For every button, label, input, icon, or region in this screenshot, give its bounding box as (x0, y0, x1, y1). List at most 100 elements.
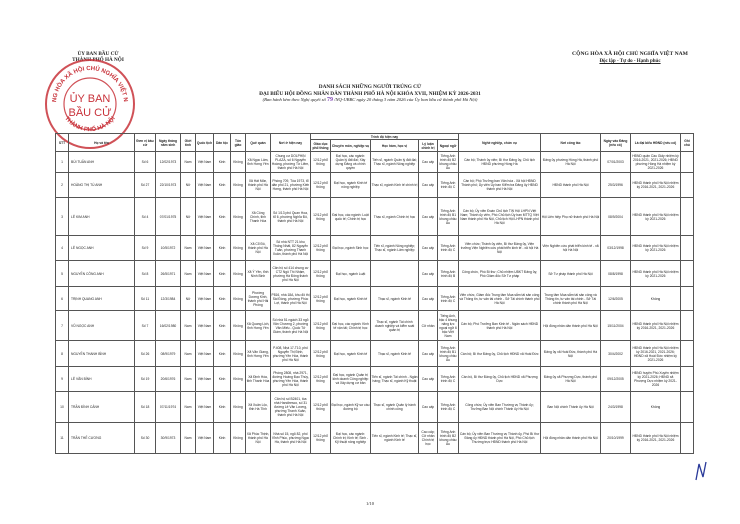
national-header: CỘNG HÒA XÃ HỘI CHỦ NGHĨA VIỆT NAM Độc l… (560, 51, 700, 65)
cell-political-theory: Cử nhân (418, 310, 438, 341)
cell-nationality: Việt Nam (195, 172, 214, 198)
cell-academic-degree: Thạc sĩ, ngành Kinh tế (370, 286, 419, 311)
cell-occupation-position: Viên chức, Giám đốc Trung tâm Mua sắm tà… (458, 286, 541, 311)
cell-delegate-history: HĐND thành phố Hà Nội nhiệm kỳ 2021-2026 (630, 260, 681, 287)
cell-note (680, 391, 694, 423)
cell-general-education: 12/12 phổ thông (310, 172, 331, 198)
cell-full-name: LÊ VĂN BÌNH (68, 366, 135, 392)
cell-stt: 7 (55, 310, 69, 341)
cell-religion: Không (230, 235, 246, 261)
cell-specialty: Đại học, ngành Kinh tế (330, 340, 371, 367)
cell-nationality: Việt Nam (195, 235, 214, 261)
cell-electoral-unit: Số 19 (134, 366, 156, 392)
cell-full-name: BÙI TUẤN ANH (68, 151, 135, 173)
cell-foreign-language: Tiếng Anh trình độ C (437, 286, 459, 311)
cell-nationality: Việt Nam (195, 391, 214, 423)
header-stt: STT (55, 133, 69, 152)
cell-full-name: HOÀNG THỊ TÚ ANH (68, 172, 135, 198)
cell-party-join-date: 12/6/2005 (600, 286, 631, 311)
cell-note (680, 310, 694, 341)
cell-date-of-birth: 20/6/1976 (155, 366, 181, 392)
cell-academic-degree: Tiến sĩ, ngành Nông nghiệp; Thạc sĩ, ngà… (370, 235, 419, 261)
cell-religion: Không (230, 197, 246, 236)
cell-hometown: Xã Ý Yên, tỉnh Ninh Bình (245, 260, 271, 287)
header-occupation: Nghề nghiệp, chức vụ (458, 133, 541, 152)
cell-delegate-history: HĐND thành phố Hà Nội nhiệm kỳ 2016-2021… (630, 310, 681, 341)
cell-date-of-birth: 12/02/1973 (155, 151, 181, 173)
cell-delegate-history: HĐND thành phố Hà Nội nhiệm kỳ 2016-2021… (630, 172, 681, 198)
national-motto: Độc lập - Tự do - Hạnh phúc (599, 59, 661, 64)
cell-residence: P816, nhà 18A, khu đô thị Sài Đồng, phườ… (270, 286, 311, 311)
cell-hometown: Xã Ngọc Lâm, tỉnh Hưng Yên (245, 151, 271, 173)
cell-religion: Không (230, 172, 246, 198)
cell-gender: Nam (180, 422, 196, 454)
cell-gender: Nam (180, 235, 196, 261)
resolution-number: 79 (327, 97, 334, 103)
cell-stt: 11 (55, 422, 69, 454)
cell-general-education: 12/12 phổ thông (310, 391, 331, 423)
cell-specialty: Đại học, ngành Kinh tế nông nghiệp (330, 172, 371, 198)
cell-religion: Không (230, 391, 246, 423)
cell-residence: Số 1/13 phố Quan Hoa, tổ 6, phường Nghĩa… (270, 197, 311, 236)
cell-electoral-unit: Số 26 (134, 340, 156, 367)
cell-stt: 8 (55, 340, 69, 367)
cell-delegate-history: Không (630, 391, 681, 423)
cell-hometown: Xã Định Hòa, tỉnh Thanh Hóa (245, 366, 271, 392)
cell-gender: Nam (180, 340, 196, 367)
header-religion: Tôn giáo (230, 133, 246, 152)
cell-workplace: Hội đồng nhân dân thành phố Hà Nội (540, 422, 601, 454)
cell-foreign-language: Tiếng Anh trình độ B1 khung châu Âu (437, 197, 459, 236)
cell-foreign-language: Tiếng Anh trình độ B2 khung châu Âu (437, 151, 459, 173)
cell-occupation-position: Công chức; Ủy viên Ban Thường vụ Thành ủ… (458, 391, 541, 423)
cell-electoral-unit: Số 30 (134, 422, 156, 454)
cell-workplace: Đảng ủy phường Hồng Hà, thành phố Hà Nội (540, 151, 601, 173)
cell-specialty: Đại học, ngành Sinh học (330, 235, 371, 261)
cell-party-join-date: 30/4/2002 (600, 340, 631, 367)
cell-party-join-date: 08/9/2004 (600, 197, 631, 236)
cell-nationality: Việt Nam (195, 366, 214, 392)
cell-full-name: TRỊNH QUANG ANH (68, 286, 135, 311)
cell-stt: 10 (55, 391, 69, 423)
cell-hometown: Xã Văn Giang, tỉnh Hưng Yên (245, 340, 271, 367)
cell-foreign-language: Tiếng Anh trình độ C (437, 366, 459, 392)
header-party-date: Ngày vào Đảng (nếu có) (600, 133, 631, 152)
table-row: 8 NGUYỄN THANH BÌNH Số 26 08/9/1979 Nam Việt … (55, 340, 694, 367)
header-politics: Lý luận chính trị (418, 139, 438, 152)
header-dob: Ngày tháng năm sinh (155, 133, 181, 152)
cell-occupation-position: Cán bộ; Ủy viên Ban Thường vụ Thành ủy, … (458, 422, 541, 454)
cell-general-education: 12/12 phổ thông (310, 235, 331, 261)
cell-occupation-position: Cán bộ; Phó Trưởng Ban Kinh tế - Ngân sá… (458, 310, 541, 341)
table-row: 7 VŨ NGỌC ANH Số 7 16/02/1980 Nam Việt Nam Kin… (55, 310, 694, 341)
cell-gender: Nữ (180, 172, 196, 198)
cell-general-education: 12/12 phổ thông (310, 310, 331, 341)
cell-academic-degree: Tiến sĩ, ngành Tài chính - Ngân hàng; Th… (370, 366, 419, 392)
header-workplace: Nơi công tác (540, 133, 601, 152)
cell-workplace: Trung tâm Mua sắm tài sản công và Thông … (540, 286, 601, 311)
cell-nationality: Việt Nam (195, 310, 214, 341)
table-row: 11 TRẦN THẾ CƯƠNG Số 30 30/9/1973 Nam Việt Na… (55, 422, 694, 454)
cell-political-theory: Cao cấp (418, 340, 438, 367)
table-row: 9 LÊ VĂN BÌNH Số 19 20/6/1976 Nam Việt Nam Kin… (55, 366, 694, 392)
cell-general-education: 12/12 phổ thông (310, 286, 331, 311)
cell-hometown: Xã Công Chính, tỉnh Thanh Hóa (245, 197, 271, 236)
cell-party-join-date: 03/12/1998 (600, 235, 631, 261)
cell-occupation-position: Cán bộ; Phó Trưởng ban Văn hóa - Xã hội … (458, 172, 541, 198)
cell-gender: Nữ (180, 286, 196, 311)
cell-stt: 5 (55, 260, 69, 287)
cell-electoral-unit: Số 7 (134, 310, 156, 341)
cell-delegate-history: HĐND thành phố Hà Nội nhiệm kỳ 2021-2026 (630, 235, 681, 261)
page-number: 1/10 (365, 501, 374, 506)
official-stamp: CỘNG HÒA XÃ HỘI CHỦ NGHĨA VIỆT NAM THÀNH… (42, 56, 135, 149)
cell-gender: Nam (180, 391, 196, 423)
elected-delegates-table: STT Họ và tên Đơn vị bầu cử Ngày tháng n… (55, 133, 694, 454)
cell-ethnicity: Kinh (213, 340, 231, 367)
cell-academic-degree (370, 260, 419, 287)
cell-academic-degree: Tiến sĩ, ngành Kinh tế; Thạc sĩ, ngành K… (370, 422, 419, 454)
table-row: 6 TRỊNH QUANG ANH Số 11 12/3/1984 Nữ Việt Nam… (55, 286, 694, 311)
cell-workplace: Đảng ủy xã Phượng Dực, thành phố Hà Nội (540, 366, 601, 392)
org-line-1: ỦY BAN BẦU CỬ (77, 51, 119, 57)
cell-general-education: 12/12 phổ thông (310, 260, 331, 287)
cell-party-join-date: 20/10/1999 (600, 422, 631, 454)
cell-religion: Không (230, 286, 246, 311)
cell-electoral-unit: Số 4 (134, 197, 156, 236)
